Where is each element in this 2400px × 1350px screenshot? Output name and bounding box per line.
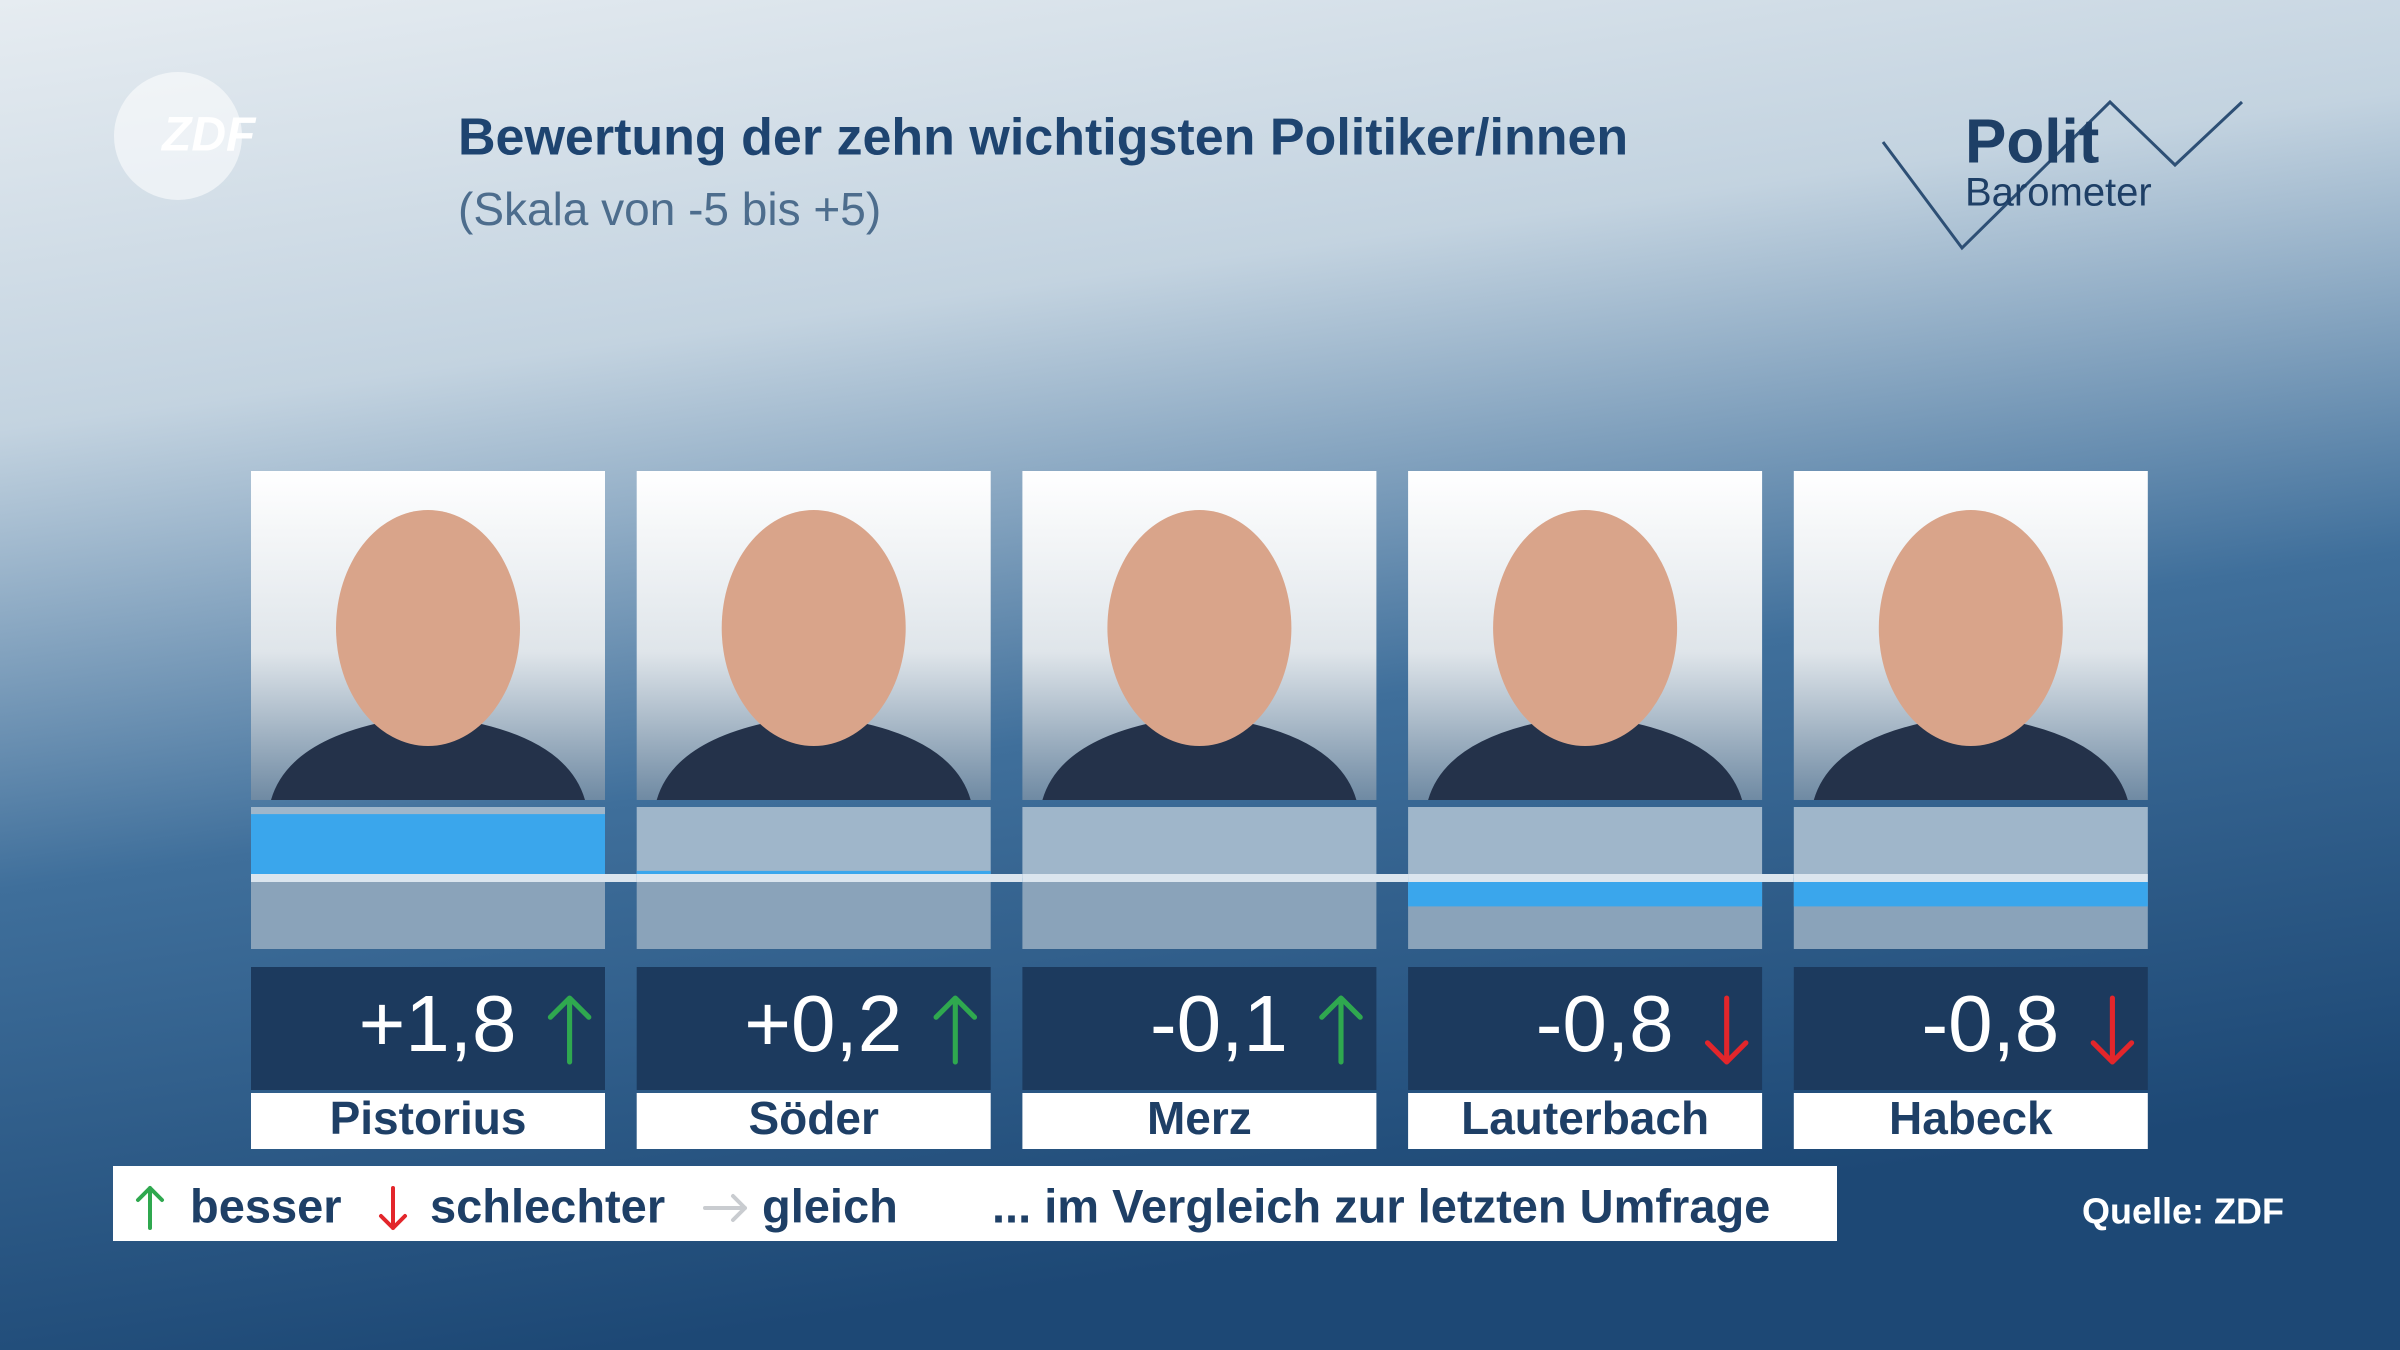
bar: [1793, 878, 2148, 907]
photo-silhouette: [271, 715, 585, 800]
subtitle: (Skala von -5 bis +5): [458, 183, 881, 235]
title: Bewertung der zehn wichtigsten Politiker…: [458, 109, 1628, 167]
photo-face: [1107, 510, 1292, 746]
zero-line: [1022, 874, 1409, 882]
photo-silhouette: [656, 715, 971, 800]
name-box: [1408, 1093, 1763, 1149]
trend-arrow: [703, 1194, 747, 1222]
value-box: [636, 967, 991, 1090]
value-label: +1,8: [359, 979, 517, 1068]
legend-box: [113, 1166, 1837, 1241]
brand: Polit: [1965, 107, 2099, 176]
logo: ZDF: [160, 109, 257, 162]
photo-silhouette: [1813, 715, 2128, 800]
category-label: Lauterbach: [1461, 1092, 1709, 1144]
brand-line: [1881, 99, 2244, 251]
category-label: Merz: [1147, 1092, 1252, 1144]
bar: [251, 814, 605, 878]
value-box: [1408, 967, 1763, 1090]
bar-cell: [636, 807, 991, 878]
value-box: [1022, 967, 1377, 1090]
bar: [1408, 878, 1763, 907]
category-label: Habeck: [1889, 1092, 2053, 1144]
bar-cell: [251, 878, 605, 949]
legend-label: gleich: [762, 1179, 898, 1232]
zero-line: [1408, 874, 1794, 882]
trend-arrow: [933, 995, 978, 1065]
name-box: [1022, 1093, 1377, 1149]
bar-cell: [1022, 878, 1377, 949]
trend-arrow: [547, 995, 592, 1065]
logo-circle: [114, 72, 242, 200]
zero-line: [636, 874, 1023, 882]
bar-cell: [1408, 807, 1763, 878]
zero-line: [251, 874, 637, 882]
photo-face: [721, 510, 906, 746]
legend-label: besser: [190, 1179, 342, 1232]
category-label: Söder: [749, 1092, 879, 1144]
photo-silhouette: [1042, 715, 1357, 800]
category-label: Pistorius: [330, 1092, 527, 1144]
photo-face: [336, 510, 520, 746]
trend-arrow: [1319, 995, 1363, 1065]
value-label: -0,8: [1921, 979, 2059, 1068]
legend-note: ... im Vergleich zur letzten Umfrage: [992, 1179, 1770, 1232]
value-label: -0,1: [1150, 979, 1288, 1068]
value-label: -0,8: [1536, 979, 1674, 1068]
name-box: [251, 1093, 605, 1149]
name-box: [636, 1093, 991, 1149]
value-box: [251, 967, 605, 1090]
trend-arrow: [1704, 995, 1749, 1065]
zero-line: [1793, 874, 2148, 882]
name-box: [1793, 1093, 2148, 1149]
trend-arrow: [136, 1186, 164, 1230]
value-box: [1793, 967, 2148, 1090]
photo-silhouette: [1428, 715, 1743, 800]
value-label: +0,2: [744, 979, 902, 1068]
legend-label: schlechter: [430, 1179, 665, 1232]
bar-cell: [1793, 807, 2148, 878]
bar-cell: [636, 878, 991, 949]
photo-face: [1878, 510, 2063, 746]
brand: Barometer: [1965, 171, 2152, 215]
trend-arrow: [379, 1186, 407, 1230]
source: Quelle: ZDF: [2082, 1191, 2284, 1232]
trend-arrow: [2090, 995, 2135, 1065]
photo-face: [1493, 510, 1678, 746]
bar-cell: [1022, 807, 1377, 878]
